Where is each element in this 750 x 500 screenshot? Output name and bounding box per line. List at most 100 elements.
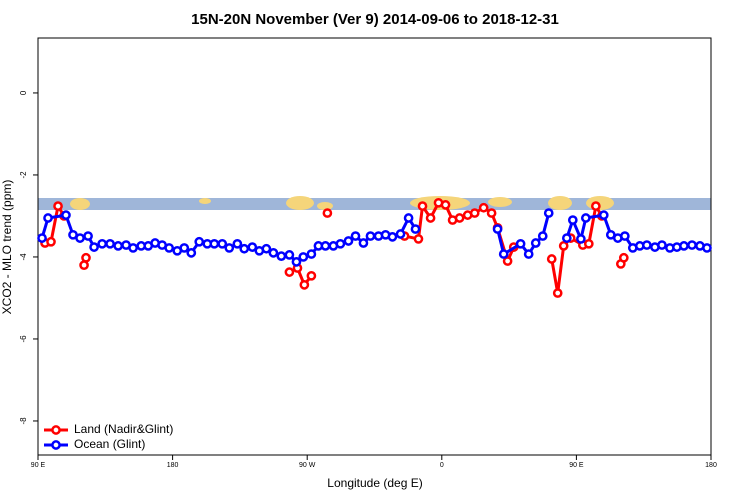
data-point xyxy=(702,243,712,253)
data-point xyxy=(492,224,503,234)
series-line xyxy=(550,201,604,294)
data-point xyxy=(306,270,317,281)
data-point xyxy=(105,238,115,249)
legend-label: Land (Nadir&Glint) xyxy=(74,422,173,436)
data-point xyxy=(469,208,480,218)
x-tick-label: 90 W xyxy=(299,462,316,469)
legend-marker xyxy=(51,440,61,450)
series-line xyxy=(44,202,66,245)
data-point xyxy=(413,234,424,244)
data-point xyxy=(425,213,436,223)
data-point xyxy=(164,243,175,253)
data-point xyxy=(179,243,190,253)
chart-title: 15N-20N November (Ver 9) 2014-09-06 to 2… xyxy=(191,11,559,28)
data-point xyxy=(502,256,513,266)
data-point xyxy=(89,242,99,252)
data-point xyxy=(79,260,89,271)
data-point xyxy=(583,238,594,249)
data-point xyxy=(284,250,295,260)
y-tick-label: -8 xyxy=(19,417,28,425)
data-point xyxy=(657,240,667,250)
data-point xyxy=(239,243,250,254)
data-point xyxy=(410,224,421,234)
data-point xyxy=(335,238,346,249)
x-tick-label: 90 E xyxy=(569,462,584,469)
data-point xyxy=(561,233,572,243)
data-point xyxy=(247,242,258,252)
legend-marker xyxy=(51,425,61,435)
data-point xyxy=(43,213,53,223)
data-point xyxy=(486,208,497,218)
y-tick-label: -2 xyxy=(19,171,28,179)
data-point xyxy=(291,257,302,267)
data-point xyxy=(299,279,310,290)
data-point xyxy=(558,241,569,251)
data-point xyxy=(546,254,557,264)
data-point xyxy=(679,241,689,251)
data-point xyxy=(358,238,369,248)
data-point xyxy=(284,267,295,277)
data-point xyxy=(530,238,541,248)
x-tick-label: 180 xyxy=(167,462,179,469)
data-point xyxy=(113,241,124,251)
y-axis-label: XCO2 - MLO trend (ppm) xyxy=(0,180,14,315)
data-point xyxy=(618,252,629,263)
x-tick-label: 90 E xyxy=(31,462,46,469)
data-point xyxy=(478,202,489,213)
y-tick-label: -4 xyxy=(19,253,28,261)
data-point xyxy=(81,252,91,263)
data-point xyxy=(194,236,205,247)
data-point xyxy=(590,201,601,211)
data-point xyxy=(515,238,526,249)
data-point xyxy=(53,201,63,211)
data-point xyxy=(687,240,697,250)
data-point xyxy=(365,231,376,241)
data-point xyxy=(537,231,548,241)
data-point xyxy=(580,213,591,223)
data-point xyxy=(395,229,406,239)
data-point xyxy=(387,232,398,242)
data-point xyxy=(83,231,93,241)
data-point xyxy=(620,231,630,241)
x-axis-label: Longitude (deg E) xyxy=(327,476,422,490)
data-point xyxy=(306,249,317,259)
data-point xyxy=(128,243,138,253)
data-point xyxy=(61,210,71,220)
data-point xyxy=(298,252,309,262)
y-tick-label: -6 xyxy=(19,335,28,343)
land-shapes xyxy=(70,196,614,210)
data-point xyxy=(498,249,509,259)
data-point xyxy=(598,210,609,220)
data-point xyxy=(224,243,235,253)
data-point xyxy=(552,288,563,298)
data-point xyxy=(567,215,578,225)
data-point xyxy=(209,238,220,249)
data-point xyxy=(350,231,361,241)
data-point xyxy=(641,240,652,250)
legend-label: Ocean (Glint) xyxy=(74,437,145,451)
data-point xyxy=(576,234,586,244)
data-point xyxy=(268,248,279,258)
data-point xyxy=(403,213,414,223)
data-point xyxy=(261,243,272,254)
data-point xyxy=(322,208,333,218)
data-point xyxy=(97,238,108,249)
data-point xyxy=(320,241,331,251)
x-tick-label: 180 xyxy=(705,462,717,469)
data-point xyxy=(232,238,243,249)
data-point xyxy=(217,238,228,249)
data-point xyxy=(417,201,428,211)
data-point xyxy=(523,249,534,259)
data-point xyxy=(75,233,85,243)
data-point xyxy=(440,200,451,210)
data-point xyxy=(37,233,47,243)
data-point xyxy=(343,236,354,246)
x-tick-label: 0 xyxy=(440,462,444,469)
data-point xyxy=(186,248,197,258)
y-tick-label: 0 xyxy=(19,90,28,95)
data-point xyxy=(454,213,465,223)
data-point xyxy=(46,236,56,247)
data-point xyxy=(276,251,287,261)
data-point xyxy=(543,208,554,218)
